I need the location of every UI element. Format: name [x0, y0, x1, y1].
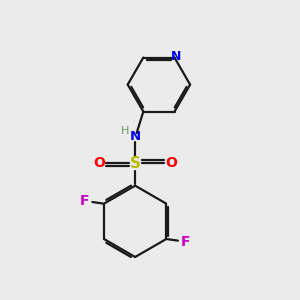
Text: F: F — [181, 235, 190, 249]
Text: O: O — [165, 156, 177, 170]
Text: S: S — [130, 156, 141, 171]
Text: F: F — [80, 194, 90, 208]
Text: H: H — [121, 126, 129, 136]
Text: O: O — [94, 156, 105, 170]
Text: N: N — [171, 50, 181, 63]
Text: N: N — [130, 130, 141, 143]
